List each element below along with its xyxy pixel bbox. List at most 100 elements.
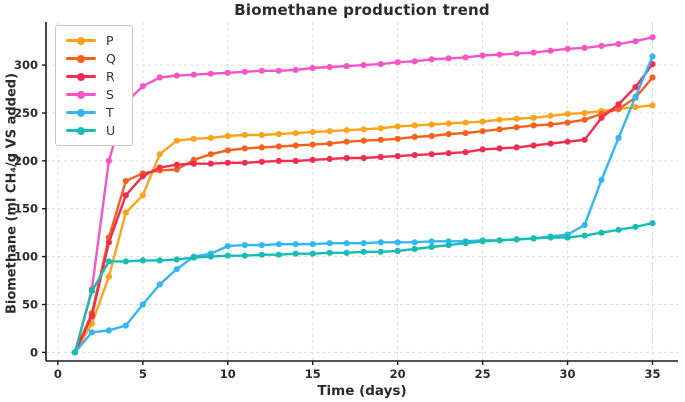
data-point-U bbox=[241, 252, 248, 259]
data-point-R bbox=[513, 144, 520, 151]
data-point-P bbox=[139, 192, 146, 199]
legend-item-T: T bbox=[66, 106, 116, 119]
data-point-R bbox=[241, 159, 248, 166]
data-point-U bbox=[139, 257, 146, 264]
data-point-U bbox=[445, 242, 452, 249]
data-point-S bbox=[309, 64, 316, 72]
data-point-R bbox=[258, 158, 265, 165]
data-point-U bbox=[513, 236, 520, 243]
data-point-R bbox=[326, 155, 333, 162]
gridlines bbox=[46, 22, 678, 361]
data-point-T bbox=[377, 239, 384, 246]
legend-line-sample bbox=[66, 54, 96, 63]
data-point-S bbox=[632, 38, 639, 45]
data-point-P bbox=[649, 102, 656, 109]
legend-marker-dot bbox=[77, 36, 85, 45]
data-point-P bbox=[190, 135, 197, 142]
data-point-R bbox=[190, 160, 197, 167]
data-point-S bbox=[139, 83, 146, 90]
x-tick-label: 20 bbox=[390, 367, 406, 381]
data-point-R bbox=[598, 114, 605, 121]
data-point-T bbox=[598, 176, 605, 184]
x-axis-label: Time (days) bbox=[317, 383, 407, 399]
data-point-U bbox=[394, 247, 401, 254]
data-point-S bbox=[343, 63, 350, 70]
data-point-R bbox=[564, 138, 571, 145]
series-line-Q bbox=[73, 76, 654, 354]
data-point-P bbox=[292, 130, 299, 137]
data-point-Q bbox=[326, 140, 333, 147]
data-point-U bbox=[122, 258, 129, 265]
legend-line-sample bbox=[66, 36, 96, 45]
data-point-U bbox=[649, 220, 656, 227]
data-point-Q bbox=[241, 145, 248, 152]
data-point-P bbox=[156, 151, 163, 158]
data-point-T bbox=[649, 53, 656, 60]
data-point-P bbox=[122, 209, 129, 216]
data-point-T bbox=[156, 281, 163, 288]
data-point-U bbox=[258, 251, 265, 258]
data-point-S bbox=[190, 71, 197, 78]
data-point-S bbox=[326, 63, 333, 71]
data-point-R bbox=[445, 150, 452, 157]
x-tick-label: 30 bbox=[560, 367, 576, 381]
data-point-T bbox=[105, 327, 112, 334]
legend-item-R: R bbox=[66, 70, 116, 83]
legend-item-P: P bbox=[66, 34, 116, 47]
data-point-Q bbox=[292, 142, 299, 149]
data-point-T bbox=[428, 238, 435, 245]
data-point-P bbox=[309, 129, 316, 136]
data-point-S bbox=[360, 62, 367, 69]
data-point-P bbox=[258, 131, 265, 139]
data-point-U bbox=[105, 258, 112, 265]
data-point-U bbox=[564, 234, 571, 241]
data-point-T bbox=[632, 93, 639, 100]
data-point-R bbox=[377, 153, 384, 161]
data-point-R bbox=[275, 157, 282, 164]
data-point-U bbox=[190, 254, 197, 261]
data-point-T bbox=[326, 240, 333, 247]
data-point-U bbox=[496, 237, 503, 244]
data-point-R bbox=[479, 146, 486, 153]
data-point-R bbox=[428, 151, 435, 158]
data-point-P bbox=[479, 118, 486, 125]
data-point-S bbox=[649, 34, 656, 41]
data-point-P bbox=[428, 121, 435, 128]
data-point-S bbox=[513, 50, 520, 57]
legend-marker-dot bbox=[77, 108, 85, 117]
data-point-Q bbox=[411, 133, 418, 140]
data-point-U bbox=[156, 257, 163, 264]
legend-marker-dot bbox=[77, 90, 85, 99]
x-tick-label: 5 bbox=[139, 367, 147, 381]
x-tick-label: 10 bbox=[220, 367, 236, 381]
data-point-S bbox=[173, 72, 180, 79]
data-point-U bbox=[224, 252, 231, 259]
data-point-S bbox=[224, 69, 231, 76]
data-point-R bbox=[292, 157, 299, 164]
data-point-Q bbox=[309, 141, 316, 148]
data-point-S bbox=[564, 45, 571, 52]
data-point-T bbox=[343, 240, 350, 247]
data-point-R bbox=[394, 153, 401, 160]
data-point-P bbox=[496, 116, 503, 123]
y-tick-label: 50 bbox=[22, 298, 38, 312]
y-tick-label: 100 bbox=[14, 250, 38, 264]
tick-labels: 0 5 10 15 20 25 30 35 0 50 100 150 200 250 300 bbox=[14, 58, 661, 381]
legend-marker-dot bbox=[77, 72, 85, 81]
data-point-R bbox=[411, 152, 418, 159]
data-point-Q bbox=[275, 143, 282, 150]
data-point-R bbox=[122, 192, 129, 199]
data-point-Q bbox=[428, 132, 435, 140]
data-point-U bbox=[530, 235, 537, 242]
data-point-S bbox=[445, 55, 452, 62]
legend-label: T bbox=[106, 105, 114, 120]
y-tick-label: 300 bbox=[14, 58, 38, 72]
legend-item-Q: Q bbox=[66, 52, 116, 65]
data-point-R bbox=[173, 161, 180, 168]
data-point-P bbox=[547, 112, 554, 119]
data-point-P bbox=[224, 132, 231, 140]
data-point-R bbox=[581, 136, 588, 143]
plot-area bbox=[46, 22, 678, 361]
data-point-R bbox=[343, 154, 350, 162]
